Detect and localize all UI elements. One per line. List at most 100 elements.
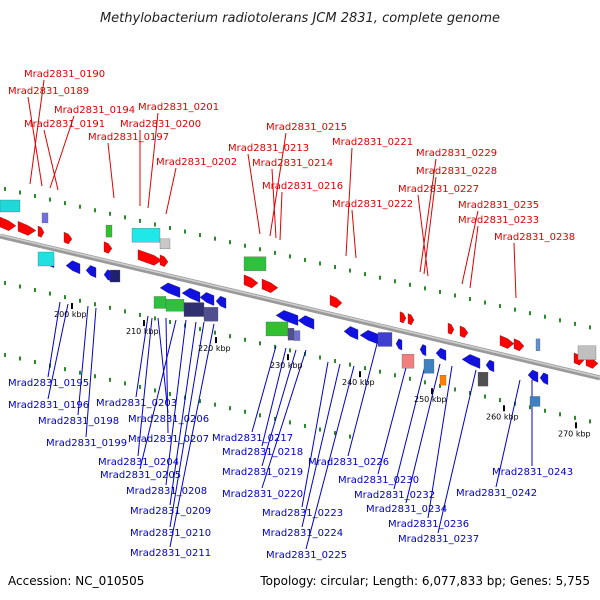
track-dot <box>49 197 51 202</box>
track-dot <box>64 367 66 372</box>
track-dot <box>79 204 81 209</box>
bottom-gene-label: Mrad2831_0243 <box>492 467 573 478</box>
track-dot <box>559 318 561 323</box>
bottom-label-connector <box>251 345 277 433</box>
track-dot <box>544 314 546 319</box>
bottom-label-connector <box>495 379 521 488</box>
track-dot <box>454 293 456 298</box>
bottom-gene-label: Mrad2831_0237 <box>398 534 479 545</box>
track-dot <box>334 431 336 436</box>
track-dot <box>514 307 516 312</box>
track-dot <box>94 208 96 213</box>
misc-feature <box>439 374 447 386</box>
track-dot <box>589 325 591 330</box>
axis-ticks: 200 kbp 210 kbp 220 kbp 230 kbp 240 kbp 250 k… <box>54 303 591 438</box>
axis-line <box>0 233 600 381</box>
axis-tick-mark <box>215 337 217 344</box>
bottom-gene-label: Mrad2831_0204 <box>98 457 179 468</box>
track-dot <box>349 434 351 439</box>
track-dot <box>184 229 186 234</box>
track-dot <box>274 416 276 421</box>
bottom-label-connector <box>47 301 61 378</box>
bottom-gene-label: Mrad2831_0208 <box>126 486 207 497</box>
forward-gene-arrow <box>63 231 73 245</box>
bottom-label-connector <box>135 315 149 398</box>
track-dot <box>424 380 426 385</box>
track-dot <box>19 284 21 289</box>
track-dot <box>589 419 591 424</box>
track-dot <box>379 275 381 280</box>
track-dot <box>79 370 81 375</box>
reverse-gene-arrow <box>343 326 359 340</box>
top-label-connector <box>269 132 287 237</box>
reverse-gene-arrow <box>85 265 97 278</box>
track-dot <box>574 321 576 326</box>
track-dot <box>499 304 501 309</box>
track-dot <box>109 305 111 310</box>
track-dot <box>439 289 441 294</box>
top-gene-label: Mrad2831_0214 <box>252 158 333 169</box>
track-dot <box>529 311 531 316</box>
forward-gene-arrow <box>329 294 343 309</box>
bottom-gene-label: Mrad2831_0219 <box>222 467 303 478</box>
track-dot <box>109 377 111 382</box>
misc-feature <box>423 359 435 374</box>
track-dot <box>109 211 111 216</box>
track-dot <box>94 374 96 379</box>
misc-feature <box>287 328 295 341</box>
top-label-connector <box>513 242 517 299</box>
axis-tick-label: 260 kbp <box>486 412 519 421</box>
forward-gene-arrow <box>159 254 169 267</box>
track-dot <box>454 387 456 392</box>
top-gene-label: Mrad2831_0191 <box>24 119 105 130</box>
track-dot <box>394 279 396 284</box>
label-connectors <box>27 79 533 550</box>
bottom-gene-label: Mrad2831_0234 <box>366 504 447 515</box>
axis-tick-label: 240 kbp <box>342 378 375 387</box>
forward-gene-arrow <box>459 325 469 338</box>
bottom-gene-label: Mrad2831_0210 <box>130 528 211 539</box>
top-gene-label: Mrad2831_0213 <box>228 143 309 154</box>
top-gene-label: Mrad2831_0194 <box>54 105 135 116</box>
axis-tick-mark <box>287 354 289 361</box>
top-gene-label: Mrad2831_0201 <box>138 102 219 113</box>
bottom-label-connector <box>169 321 197 506</box>
track-dot <box>529 405 531 410</box>
forward-gene-arrow <box>447 322 455 335</box>
track-dot <box>499 398 501 403</box>
axis-tick-label: 270 kbp <box>558 429 591 438</box>
axis-tick-label: 250 kbp <box>414 395 447 404</box>
bottom-gene-label: Mrad2831_0198 <box>38 416 119 427</box>
top-label-connector <box>27 96 43 187</box>
axis-tick-mark <box>71 303 73 310</box>
forward-gene-arrow <box>243 274 259 289</box>
axis-tick-mark <box>143 320 145 327</box>
track-dot <box>124 309 126 314</box>
bottom-gene-label: Mrad2831_0217 <box>212 433 293 444</box>
top-label-connector <box>247 153 261 235</box>
axis-tick-mark <box>431 388 433 395</box>
top-label-connector <box>351 209 357 259</box>
track-dot <box>19 356 21 361</box>
track-dot <box>79 298 81 303</box>
bottom-label-connector <box>85 307 97 438</box>
axis-tick-label: 220 kbp <box>198 344 231 353</box>
track-dot <box>229 406 231 411</box>
track-dot <box>559 412 561 417</box>
top-label-connector <box>43 129 59 191</box>
reverse-gene-arrow <box>485 359 495 373</box>
bottom-label-connector <box>347 339 379 457</box>
top-label-connector <box>165 167 177 215</box>
misc-feature <box>477 371 489 387</box>
top-gene-label: Mrad2831_0200 <box>120 119 201 130</box>
track-dot <box>259 341 261 346</box>
forward-gene-arrow <box>17 221 37 236</box>
track-dot <box>94 302 96 307</box>
cds-feature <box>153 296 167 309</box>
bottom-gene-label: Mrad2831_0199 <box>46 438 127 449</box>
misc-feature <box>401 353 415 369</box>
track-dot <box>349 362 351 367</box>
misc-feature <box>159 238 171 250</box>
misc-feature <box>529 396 541 407</box>
track-dot <box>34 194 36 199</box>
